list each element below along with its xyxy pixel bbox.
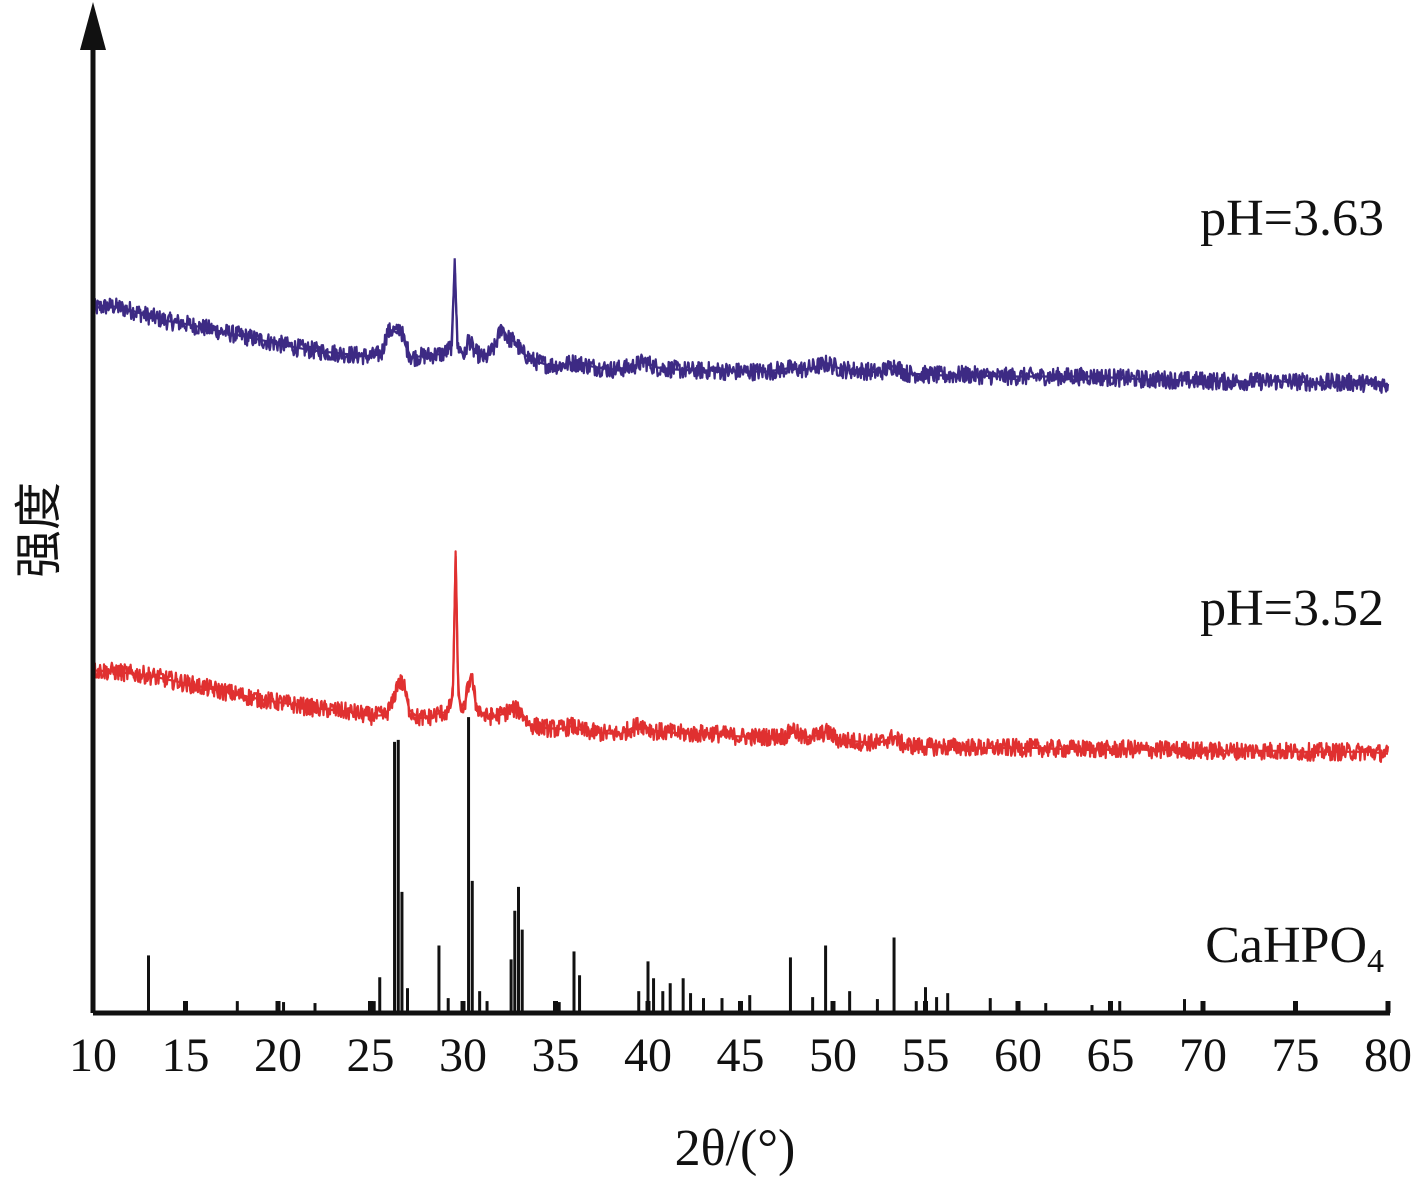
x-tick-label: 40: [624, 1029, 672, 1082]
x-tick-label: 75: [1272, 1029, 1320, 1082]
reference-label-cahpo4: CaHPO4: [1205, 917, 1384, 980]
series-line-ph352: [92, 550, 1390, 763]
series-label-ph363: pH=3.63: [1200, 190, 1384, 247]
x-axis-ticks: [90, 1001, 1391, 1013]
x-tick-label: 50: [809, 1029, 857, 1082]
y-axis-arrow: [80, 2, 106, 50]
x-tick-label: 35: [532, 1029, 580, 1082]
y-axis-title: 强度: [11, 482, 67, 578]
x-tick-label: 20: [254, 1029, 302, 1082]
x-tick-label: 25: [347, 1029, 395, 1082]
x-tick-label: 70: [1179, 1029, 1227, 1082]
x-tick-label: 10: [69, 1029, 117, 1082]
series-envelope-ph352: [92, 556, 1389, 755]
x-axis-tick-labels: 10 15 20 25 30 35 40 45 50 55 60 65 70 75 80: [69, 1029, 1412, 1082]
x-tick-label: 60: [994, 1029, 1042, 1082]
x-tick-label: 65: [1087, 1029, 1135, 1082]
reference-sticks: [147, 717, 1186, 1013]
x-tick-label: 15: [162, 1029, 210, 1082]
x-tick-label: 30: [439, 1029, 487, 1082]
x-axis-title: 2θ/(°): [675, 1120, 796, 1177]
x-tick-label: 45: [717, 1029, 765, 1082]
series-line-ph363: [91, 272, 1390, 394]
series-layer: [91, 258, 1390, 763]
series-envelope-ph363: [92, 258, 1389, 386]
x-tick-label: 80: [1364, 1029, 1412, 1082]
series-label-ph352: pH=3.52: [1200, 580, 1384, 637]
x-tick-label: 55: [902, 1029, 950, 1082]
